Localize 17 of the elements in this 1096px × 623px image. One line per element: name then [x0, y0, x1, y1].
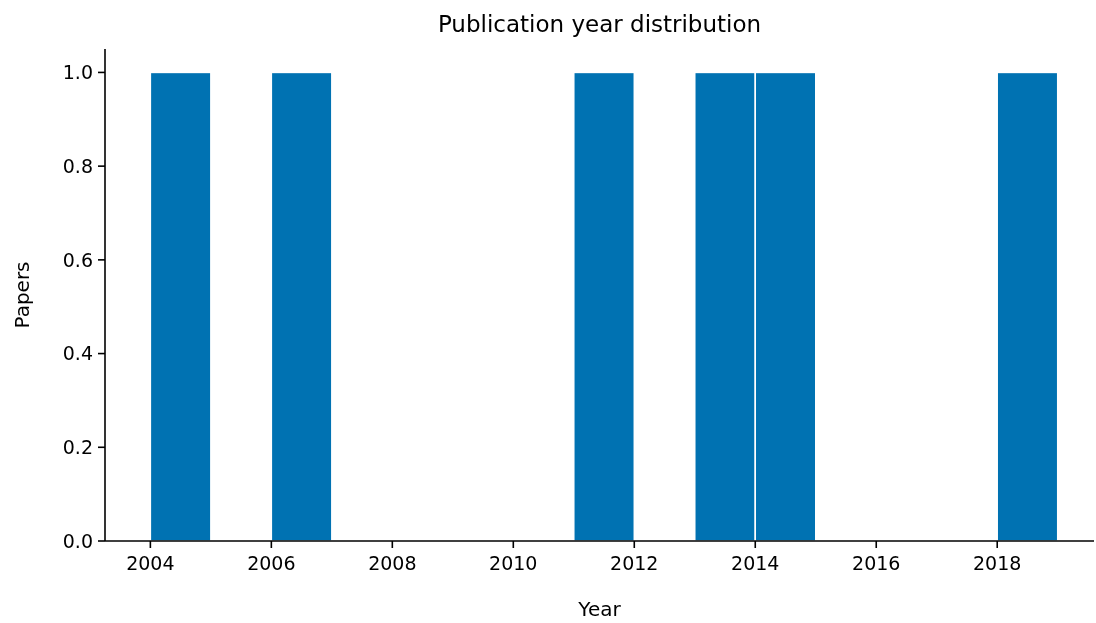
x-tick-label: 2014 — [731, 552, 780, 574]
y-tick-label: 0.4 — [62, 342, 93, 365]
x-tick-label: 2004 — [126, 552, 175, 574]
y-tick-label: 0.0 — [62, 529, 93, 552]
x-axis-title: Year — [577, 597, 622, 621]
y-tick-label: 0.8 — [62, 154, 93, 177]
x-tick-label: 2006 — [247, 552, 296, 574]
y-tick-label: 1.0 — [62, 61, 93, 84]
y-tick-label: 0.6 — [62, 248, 93, 271]
x-tick-label: 2008 — [368, 552, 417, 574]
x-tick-label: 2012 — [610, 552, 659, 574]
x-tick-label: 2016 — [852, 552, 901, 574]
x-tick-label: 2010 — [489, 552, 538, 574]
x-tick-label: 2018 — [973, 552, 1022, 574]
y-tick-label: 0.2 — [62, 435, 93, 458]
chart-title: Publication year distribution — [437, 11, 762, 37]
y-axis-title: Papers — [10, 261, 34, 329]
